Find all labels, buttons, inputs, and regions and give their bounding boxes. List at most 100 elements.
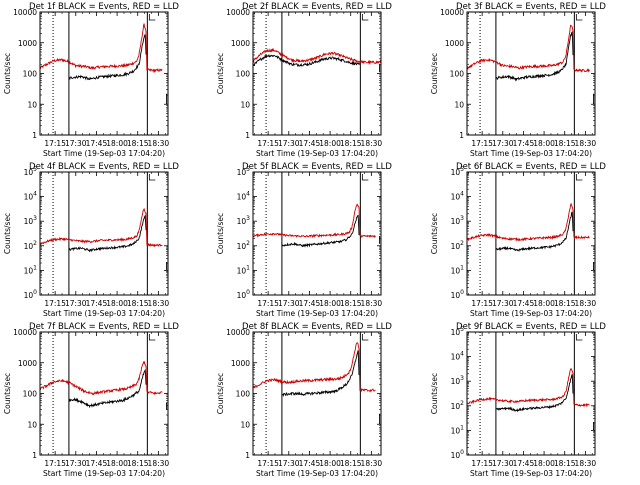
x-tick-label: 18:15 (127, 139, 149, 148)
bracket-mark (361, 14, 369, 21)
x-tick-label: 17:45 (513, 459, 535, 468)
panel-det-6: Det 6f BLACK = Events, RED = LLD Counts/s… (430, 162, 606, 318)
x-tick-label: 17:15 (257, 459, 279, 468)
bracket-mark (361, 334, 369, 341)
bracket-mark (575, 334, 583, 341)
lld-trace (252, 203, 376, 239)
y-tick-label: 10000 (226, 8, 250, 17)
y-tick-label: 10 (27, 420, 37, 429)
y-tick-label: 1000 (18, 359, 37, 368)
y-tick-label: 104 (451, 351, 465, 362)
x-tick-label: 17:45 (513, 139, 535, 148)
panel-det-9: Det 9f BLACK = Events, RED = LLD Counts/s… (430, 322, 606, 478)
y-tick-label: 1000 (445, 39, 464, 48)
bracket-mark (148, 334, 156, 341)
y-tick-label: 105 (237, 166, 251, 177)
x-tick-label: 17:45 (299, 459, 321, 468)
plot-frame (252, 331, 382, 456)
y-tick-label: 10 (240, 420, 250, 429)
lld-trace (39, 360, 163, 396)
events-trace (68, 214, 147, 253)
x-tick-label: 18:00 (106, 139, 128, 148)
x-tick-label: 17:15 (471, 459, 493, 468)
x-tick-label: 18:00 (533, 299, 555, 308)
y-tick-label: 101 (451, 424, 465, 435)
x-tick-label: 17:15 (257, 139, 279, 148)
plot-frame (466, 11, 596, 136)
x-axis-label: Start Time (19-Sep-03 17:04:20) (256, 309, 378, 318)
x-tick-label: 17:30 (65, 139, 87, 148)
y-tick-label: 103 (24, 215, 38, 226)
y-tick-label: 105 (451, 326, 465, 337)
plot-frame (39, 171, 169, 296)
panel-title: Det 8f BLACK = Events, RED = LLD (242, 322, 392, 332)
x-tick-label: 17:30 (278, 299, 300, 308)
x-tick-label: 18:00 (106, 299, 128, 308)
y-tick-label: 10 (454, 100, 464, 109)
y-tick-label: 105 (451, 166, 465, 177)
panel-det-4: Det 4f BLACK = Events, RED = LLD Counts/s… (3, 162, 179, 318)
x-tick-label: 18:15 (127, 299, 149, 308)
y-tick-label: 103 (451, 215, 465, 226)
y-tick-label: 1 (32, 131, 37, 140)
plot-frame (252, 11, 382, 136)
x-tick-label: 17:15 (471, 139, 493, 148)
x-tick-label: 18:00 (319, 459, 341, 468)
y-tick-label: 100 (236, 70, 251, 79)
x-tick-label: 18:15 (554, 139, 576, 148)
x-tick-label: 18:30 (361, 459, 383, 468)
panel-det-1: Det 1f BLACK = Events, RED = LLD Counts/s… (3, 2, 179, 158)
x-tick-label: 17:15 (44, 459, 66, 468)
x-tick-label: 17:45 (86, 299, 108, 308)
y-tick-label: 1 (459, 131, 464, 140)
x-axis-label: Start Time (19-Sep-03 17:04:20) (470, 309, 592, 318)
y-tick-label: 101 (237, 264, 251, 275)
plot-frame (466, 171, 596, 296)
x-tick-label: 17:30 (65, 459, 87, 468)
y-tick-label: 10000 (13, 8, 37, 17)
x-axis-label: Start Time (19-Sep-03 17:04:20) (256, 149, 378, 158)
y-tick-label: 105 (24, 166, 38, 177)
bracket-mark (148, 174, 156, 181)
lld-trace (39, 23, 163, 74)
panel-title: Det 6f BLACK = Events, RED = LLD (456, 162, 606, 172)
panel-det-5: Det 5f BLACK = Events, RED = LLD Counts/s… (216, 162, 392, 318)
bracket-mark (361, 174, 369, 181)
plot-frame (39, 331, 169, 456)
y-axis-label: Counts/sec (3, 213, 12, 254)
lld-trace (252, 47, 382, 66)
panel-det-3: Det 3f BLACK = Events, RED = LLD Counts/s… (430, 2, 606, 158)
x-tick-label: 17:30 (492, 299, 514, 308)
y-tick-label: 100 (24, 289, 38, 300)
y-axis-label: Counts/sec (216, 213, 225, 254)
y-tick-label: 102 (451, 240, 465, 251)
y-tick-label: 1000 (18, 39, 37, 48)
x-tick-label: 18:00 (106, 459, 128, 468)
x-tick-label: 17:15 (44, 139, 66, 148)
panel-title: Det 9f BLACK = Events, RED = LLD (456, 322, 606, 332)
lld-trace (252, 342, 376, 393)
events-trace (495, 374, 574, 413)
panel-det-7: Det 7f BLACK = Events, RED = LLD Counts/s… (3, 322, 179, 478)
events-trace (495, 211, 574, 253)
x-tick-label: 17:45 (513, 299, 535, 308)
x-tick-label: 17:45 (299, 139, 321, 148)
x-axis-label: Start Time (19-Sep-03 17:04:20) (43, 149, 165, 158)
y-tick-label: 10 (27, 100, 37, 109)
x-tick-label: 17:15 (257, 299, 279, 308)
x-tick-label: 17:30 (492, 139, 514, 148)
panel-title: Det 2f BLACK = Events, RED = LLD (242, 2, 392, 12)
x-tick-label: 17:30 (278, 139, 300, 148)
x-tick-label: 18:30 (575, 459, 597, 468)
x-tick-label: 18:15 (340, 459, 362, 468)
x-tick-label: 18:30 (575, 139, 597, 148)
x-tick-label: 17:15 (44, 299, 66, 308)
plot-frame (252, 171, 382, 296)
y-tick-label: 100 (23, 390, 38, 399)
y-tick-label: 102 (24, 240, 38, 251)
y-tick-label: 1000 (231, 359, 250, 368)
x-tick-label: 18:30 (148, 299, 170, 308)
y-tick-label: 10000 (440, 8, 464, 17)
events-trace (281, 350, 360, 397)
y-tick-label: 1000 (231, 39, 250, 48)
